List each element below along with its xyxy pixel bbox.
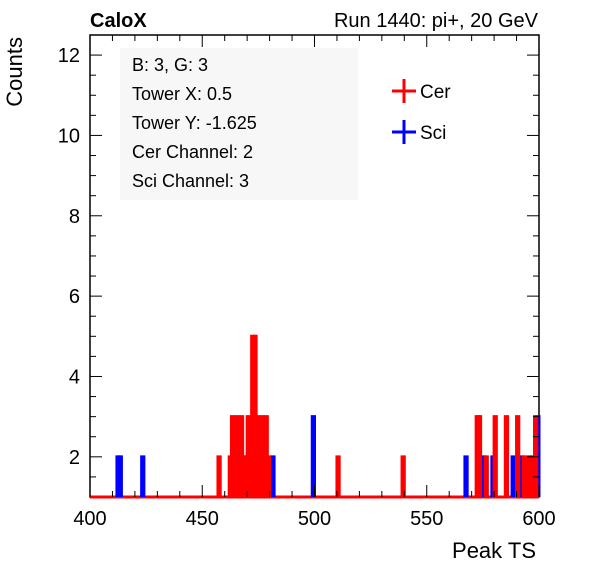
cer-bin	[483, 455, 489, 497]
info-line-cer-channel: Cer Channel: 2	[132, 142, 253, 162]
y-tick-label: 6	[69, 286, 80, 308]
cer-bin	[400, 455, 406, 497]
info-line-tower-x: Tower X: 0.5	[132, 84, 232, 104]
right-title: Run 1440: pi+, 20 GeV	[334, 10, 539, 32]
cer-bin	[265, 455, 272, 497]
info-line-tower-y: Tower Y: -1.625	[132, 113, 257, 133]
y-tick-label: 12	[58, 45, 80, 67]
y-tick-label: 8	[69, 206, 80, 228]
info-box: B: 3, G: 3 Tower X: 0.5 Tower Y: -1.625 …	[120, 48, 358, 200]
legend-cer-marker	[392, 79, 416, 103]
sci-bin	[310, 415, 316, 497]
x-tick-label: 450	[186, 508, 219, 530]
sci-bin	[140, 455, 146, 497]
y-axis-title: Counts	[2, 37, 27, 107]
legend-cer-label: Cer	[420, 82, 451, 103]
cer-bin	[503, 415, 510, 497]
legend: Cer Sci	[392, 79, 451, 144]
cer-bin	[515, 415, 521, 497]
info-line-group: B: 3, G: 3	[132, 55, 208, 75]
y-tick-label: 2	[69, 447, 80, 469]
cer-bin	[335, 455, 341, 497]
sci-bin	[510, 455, 516, 497]
x-tick-label: 600	[522, 508, 555, 530]
cer-bin	[492, 415, 498, 497]
x-tick-label: 500	[298, 508, 331, 530]
y-tick-label: 4	[69, 366, 80, 388]
left-title: CaloX	[90, 10, 147, 32]
info-box-background	[120, 48, 358, 200]
sci-bin	[117, 455, 123, 497]
legend-sci-label: Sci	[420, 123, 446, 144]
cer-bin	[476, 415, 483, 497]
y-tick-label: 10	[58, 125, 80, 147]
cer-bin	[521, 455, 528, 497]
x-tick-label: 550	[410, 508, 443, 530]
cer-bin	[216, 455, 222, 497]
cer-bin	[526, 455, 532, 497]
sci-bin	[463, 455, 469, 497]
legend-sci-marker	[392, 120, 416, 144]
x-tick-label: 400	[73, 508, 106, 530]
sci-bin	[270, 455, 276, 497]
x-axis-title: Peak TS	[452, 538, 536, 563]
info-line-sci-channel: Sci Channel: 3	[132, 171, 249, 191]
